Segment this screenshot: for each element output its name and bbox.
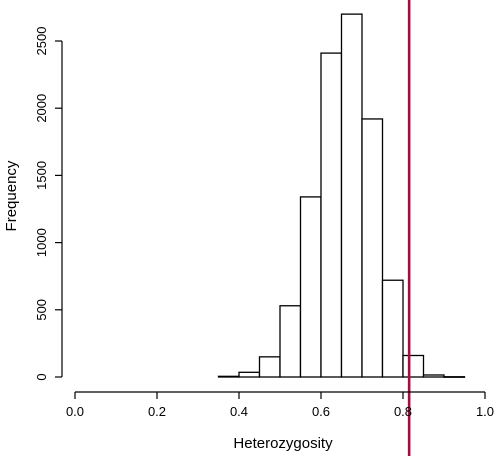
x-tick-label-2: 0.4 [230,404,248,419]
y-axis-title: Frequency [3,160,20,231]
y-tick-label-1: 500 [34,299,49,321]
y-tick-label-2: 1000 [34,228,49,257]
y-tick-label-0: 0 [34,373,49,380]
x-tick-label-0: 0.0 [66,404,84,419]
y-tick-label-3: 1500 [34,161,49,190]
histogram-bar-4 [299,196,322,378]
x-tick-label-3: 0.6 [312,404,330,419]
y-axis: 0 500 1000 1500 2000 2500 [34,27,63,381]
histogram-bar-2 [258,356,281,378]
histogram-bars [217,13,466,378]
histogram-bar-9 [402,354,425,378]
histogram-bar-3 [279,305,302,378]
histogram-bar-1 [238,371,261,378]
x-axis: 0.0 0.2 0.4 0.6 0.8 1.0 [66,391,494,419]
histogram-bar-11 [443,376,466,378]
x-tick-label-5: 1.0 [476,404,494,419]
y-tick-label-5: 2500 [34,27,49,56]
x-axis-title: Heterozygosity [233,435,333,452]
y-tick-label-4: 2000 [34,94,49,123]
histogram-bar-5 [320,52,343,378]
x-tick-label-1: 0.2 [148,404,166,419]
histogram-bar-8 [381,279,404,378]
histogram-bar-0 [217,375,240,378]
histogram-bar-7 [361,118,384,378]
histogram-bar-6 [340,13,363,378]
x-tick-label-4: 0.8 [394,404,412,419]
histogram-bar-10 [422,374,445,378]
